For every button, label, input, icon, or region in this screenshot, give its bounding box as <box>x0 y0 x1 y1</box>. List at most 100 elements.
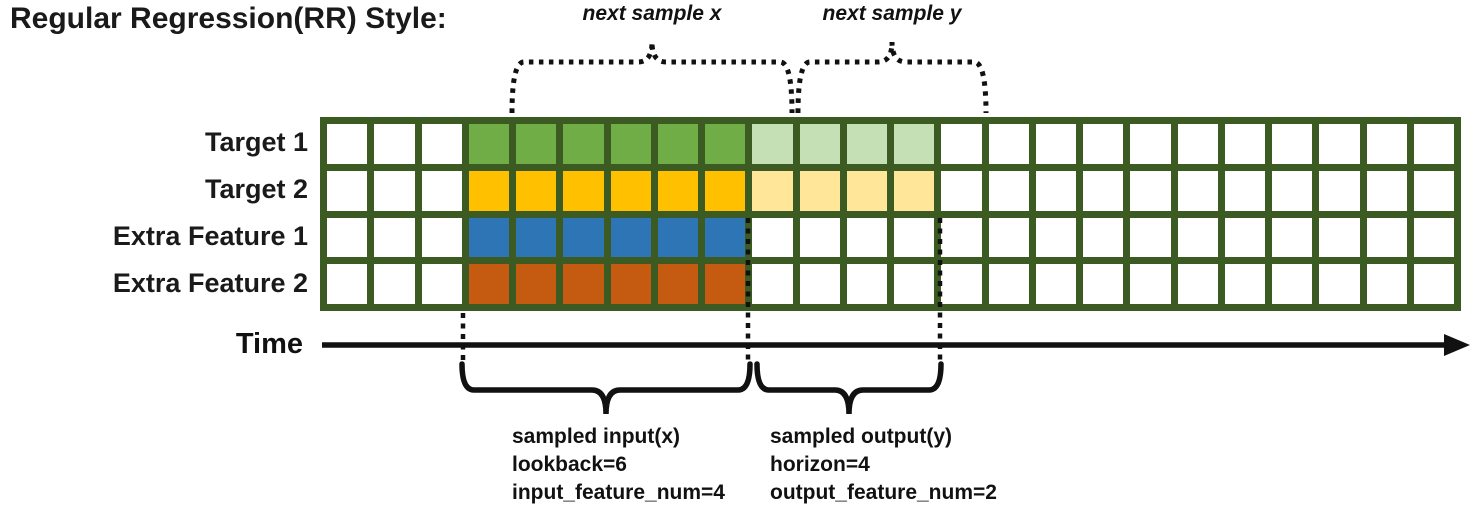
grid-cell <box>610 217 651 258</box>
grid-cell <box>1413 217 1454 258</box>
grid-cell <box>846 170 887 211</box>
grid-cell <box>516 170 557 211</box>
grid-cell <box>988 217 1029 258</box>
grid-cell <box>327 124 368 164</box>
grid-cell <box>374 217 415 258</box>
grid-cell <box>1272 264 1313 304</box>
grid-cell <box>421 124 462 164</box>
grid-cell <box>1035 170 1076 211</box>
grid-cell <box>941 217 982 258</box>
grid-cell <box>1319 170 1360 211</box>
grid-cell <box>752 217 793 258</box>
grid-cell <box>752 264 793 304</box>
grid-cell <box>705 170 746 211</box>
grid-cell <box>846 264 887 304</box>
grid-cell <box>846 124 887 164</box>
grid-cell <box>1177 264 1218 304</box>
grid-cell <box>468 170 509 211</box>
grid-cell <box>799 124 840 164</box>
grid-cell <box>516 124 557 164</box>
grid-cell <box>894 170 935 211</box>
grid-cell <box>941 124 982 164</box>
grid-cell <box>657 170 698 211</box>
grid-cell <box>988 124 1029 164</box>
grid-cell <box>1177 217 1218 258</box>
grid-cell <box>657 264 698 304</box>
grid-cell <box>1413 124 1454 164</box>
grid-cell <box>421 217 462 258</box>
grid-cell <box>563 124 604 164</box>
grid-cell <box>374 170 415 211</box>
grid-cell <box>1083 170 1124 211</box>
grid-cell <box>1130 170 1171 211</box>
grid-cell <box>1366 170 1407 211</box>
row-label-target-2: Target 2 <box>204 174 308 204</box>
grid-cell <box>374 264 415 304</box>
grid-cell <box>705 264 746 304</box>
grid-cell <box>799 170 840 211</box>
lookback-value: lookback=6 <box>512 453 627 476</box>
grid-cell <box>941 170 982 211</box>
sampled-input-note: sampled input(x) lookback=6 input_featur… <box>512 423 725 507</box>
grid-cell <box>894 217 935 258</box>
grid-cell <box>894 124 935 164</box>
grid-cell <box>1413 264 1454 304</box>
sampled-output-brace <box>754 361 944 415</box>
grid-cell <box>705 217 746 258</box>
grid-cell <box>1130 264 1171 304</box>
diagram-title: Regular Regression(RR) Style: <box>10 2 447 35</box>
sampled-output-title: sampled output(y) <box>770 425 952 448</box>
row-label-target-1: Target 1 <box>204 127 308 157</box>
grid-cell <box>988 264 1029 304</box>
grid-cell <box>846 217 887 258</box>
next-sample-x-brace <box>509 41 795 114</box>
grid-cell <box>610 170 651 211</box>
row-label-extra-feature-2: Extra Feature 2 <box>112 268 308 298</box>
grid-cell <box>799 264 840 304</box>
grid-cell <box>1224 264 1265 304</box>
grid-cell <box>421 264 462 304</box>
grid-cell <box>610 124 651 164</box>
time-axis-label: Time <box>235 328 303 360</box>
grid-cell <box>1035 217 1076 258</box>
grid-cell <box>1177 170 1218 211</box>
grid-cell <box>327 170 368 211</box>
grid-cell <box>1224 217 1265 258</box>
time-series-grid <box>320 117 1461 311</box>
grid-cell <box>894 264 935 304</box>
grid-cell <box>799 217 840 258</box>
grid-cell <box>1035 264 1076 304</box>
grid-cell <box>1035 124 1076 164</box>
grid-cell <box>657 124 698 164</box>
sampled-input-title: sampled input(x) <box>512 425 681 448</box>
next-sample-y-label: next sample y <box>822 2 962 25</box>
grid-cell <box>1177 124 1218 164</box>
grid-cell <box>1130 124 1171 164</box>
next-sample-x-label: next sample x <box>582 2 722 25</box>
grid-cell <box>1272 170 1313 211</box>
grid-cell <box>610 264 651 304</box>
grid-cell <box>421 170 462 211</box>
grid-cell <box>1083 124 1124 164</box>
grid-cell <box>1366 217 1407 258</box>
grid-cell <box>468 217 509 258</box>
grid-cell <box>374 124 415 164</box>
grid-cell <box>1319 124 1360 164</box>
grid-cell <box>1413 170 1454 211</box>
time-arrowhead <box>1444 334 1470 356</box>
input-feature-num: input_feature_num=4 <box>512 481 725 504</box>
horizon-value: horizon=4 <box>770 453 870 476</box>
grid-cell <box>468 264 509 304</box>
grid-cell <box>563 217 604 258</box>
row-label-extra-feature-1: Extra Feature 1 <box>112 221 308 251</box>
grid-cell <box>752 124 793 164</box>
grid-cell <box>327 264 368 304</box>
grid-cell <box>563 264 604 304</box>
grid-cell <box>1366 264 1407 304</box>
grid-cell <box>1083 264 1124 304</box>
grid-cell <box>563 170 604 211</box>
grid-cell <box>516 217 557 258</box>
grid-cell <box>1272 217 1313 258</box>
grid-cell <box>1083 217 1124 258</box>
grid-cell <box>516 264 557 304</box>
